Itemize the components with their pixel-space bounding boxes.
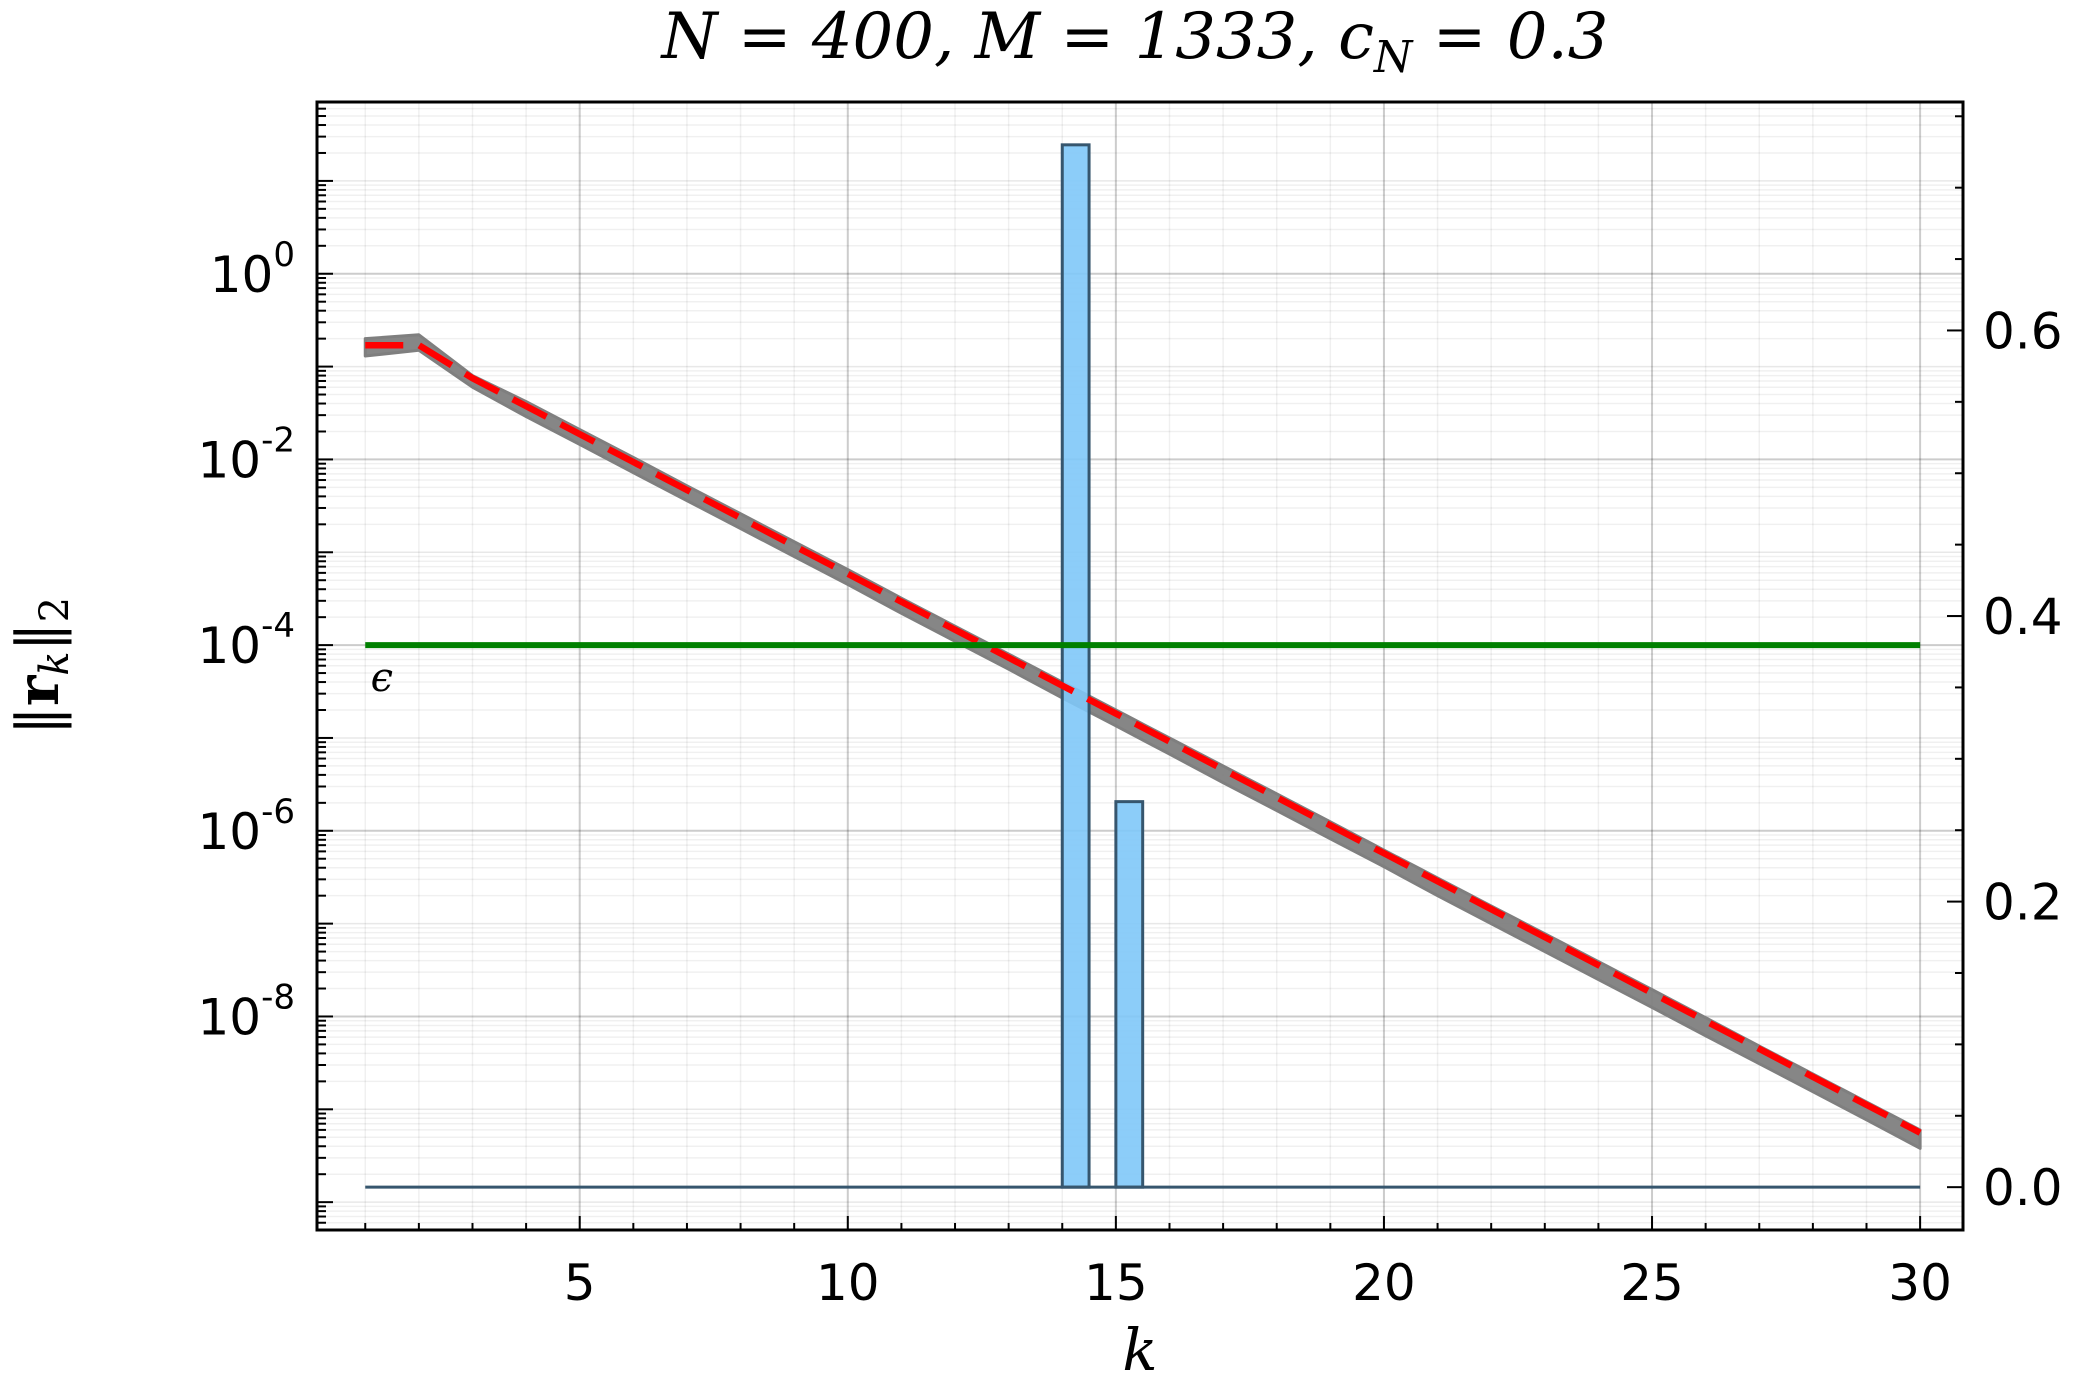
y2-tick-label: 0.0 (1983, 1159, 2063, 1217)
y2-tick-label: 0.6 (1983, 302, 2063, 360)
epsilon-label: ϵ (371, 655, 393, 701)
histogram-bar (1114, 800, 1145, 1189)
y2-tick-label: 0.4 (1983, 588, 2063, 646)
x-tick-label: 5 (564, 1254, 596, 1312)
x-tick-label: 25 (1620, 1254, 1684, 1312)
y2-tick-label: 0.2 (1983, 874, 2063, 932)
chart-title: N = 400, M = 1333, cN = 0.3 (660, 0, 1609, 83)
y-tick-label: 10-2 (197, 420, 295, 489)
y-axis-label: ‖rk‖2 (4, 597, 78, 735)
axes: 5 10 15 20 25 30 100 10-2 10-4 10-6 10-8 0.0 0.2 0.4 0… (197, 100, 2063, 1312)
y-tick-label: 100 (210, 235, 295, 304)
x-tick-label: 10 (816, 1254, 880, 1312)
plot-area (363, 143, 1922, 1189)
x-axis-label: k (1122, 1316, 1157, 1384)
y-tick-label: 10-6 (197, 792, 295, 861)
y-tick-label: 10-8 (197, 977, 295, 1046)
y-tick-label: 10-4 (197, 606, 295, 675)
x-tick-label: 20 (1352, 1254, 1416, 1312)
x-tick-label: 30 (1888, 1254, 1952, 1312)
histogram-bar (1060, 143, 1091, 1189)
fit-dashed-line (365, 341, 1922, 1136)
x-tick-label: 15 (1084, 1254, 1148, 1312)
